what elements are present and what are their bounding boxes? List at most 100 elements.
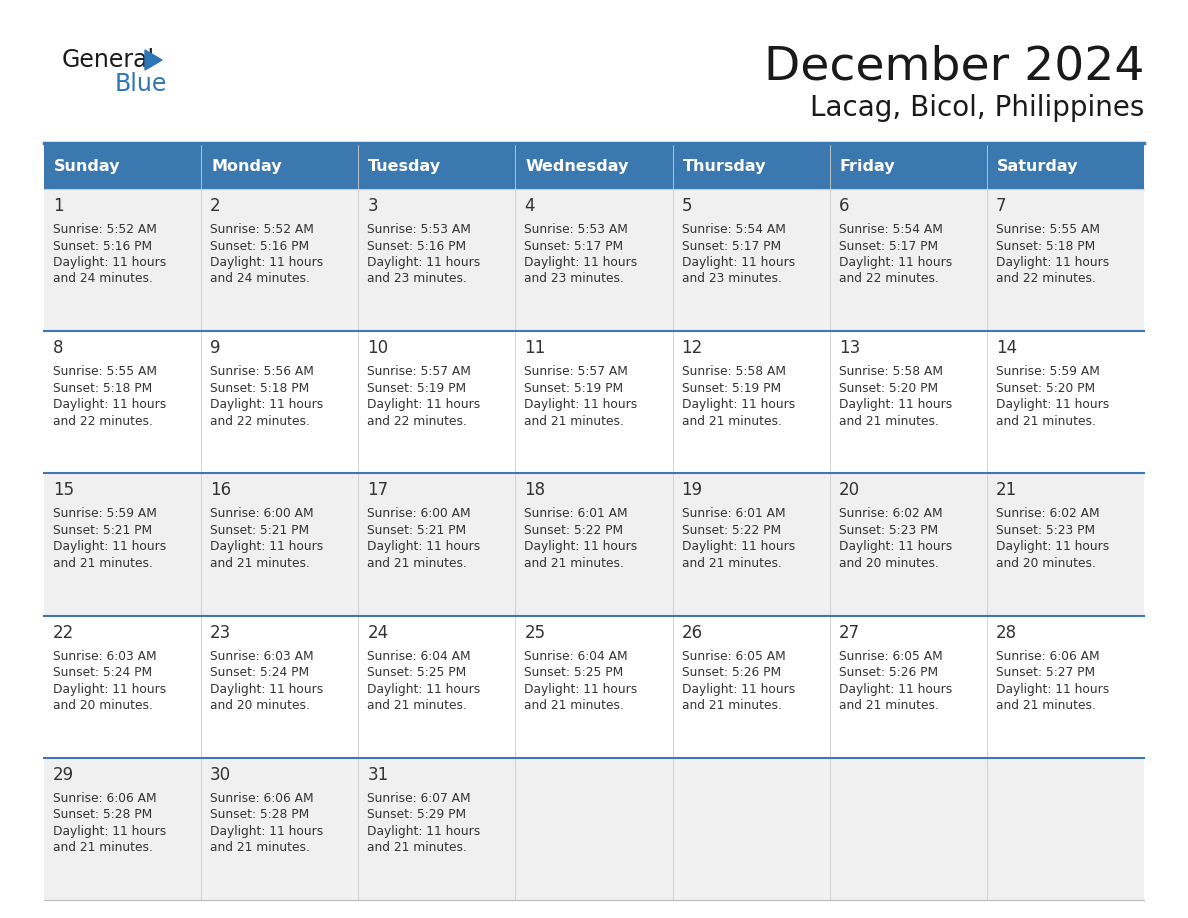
Text: Sunset: 5:24 PM: Sunset: 5:24 PM — [53, 666, 152, 679]
Text: Sunrise: 6:01 AM: Sunrise: 6:01 AM — [524, 508, 628, 521]
Text: and 21 minutes.: and 21 minutes. — [367, 557, 467, 570]
Text: Sunrise: 6:05 AM: Sunrise: 6:05 AM — [839, 650, 942, 663]
Text: Sunrise: 5:55 AM: Sunrise: 5:55 AM — [53, 365, 157, 378]
Text: Sunset: 5:25 PM: Sunset: 5:25 PM — [367, 666, 467, 679]
Text: Daylight: 11 hours: Daylight: 11 hours — [996, 683, 1110, 696]
Text: Daylight: 11 hours: Daylight: 11 hours — [210, 256, 323, 269]
Text: 4: 4 — [524, 197, 535, 215]
Text: Tuesday: Tuesday — [368, 159, 442, 174]
Text: Sunrise: 5:52 AM: Sunrise: 5:52 AM — [53, 223, 157, 236]
Bar — [672, 143, 829, 189]
Text: 9: 9 — [210, 339, 221, 357]
Text: Daylight: 11 hours: Daylight: 11 hours — [53, 398, 166, 411]
Text: Sunrise: 5:59 AM: Sunrise: 5:59 AM — [996, 365, 1100, 378]
Text: Daylight: 11 hours: Daylight: 11 hours — [996, 541, 1110, 554]
Text: December 2024: December 2024 — [764, 44, 1144, 89]
Text: Wednesday: Wednesday — [525, 159, 628, 174]
Text: 28: 28 — [996, 623, 1017, 642]
Text: 3: 3 — [367, 197, 378, 215]
Text: 7: 7 — [996, 197, 1006, 215]
Text: and 21 minutes.: and 21 minutes. — [682, 700, 782, 712]
Text: Daylight: 11 hours: Daylight: 11 hours — [53, 541, 166, 554]
Text: 1: 1 — [53, 197, 64, 215]
Text: and 21 minutes.: and 21 minutes. — [367, 841, 467, 855]
Text: and 21 minutes.: and 21 minutes. — [996, 700, 1095, 712]
Text: 25: 25 — [524, 623, 545, 642]
Text: Sunrise: 5:58 AM: Sunrise: 5:58 AM — [839, 365, 943, 378]
Text: and 20 minutes.: and 20 minutes. — [53, 700, 153, 712]
Text: 20: 20 — [839, 481, 860, 499]
Text: Sunset: 5:17 PM: Sunset: 5:17 PM — [524, 240, 624, 252]
Text: and 20 minutes.: and 20 minutes. — [839, 557, 939, 570]
Text: 15: 15 — [53, 481, 74, 499]
Text: Sunrise: 6:04 AM: Sunrise: 6:04 AM — [367, 650, 470, 663]
Text: Daylight: 11 hours: Daylight: 11 hours — [839, 541, 952, 554]
Text: Daylight: 11 hours: Daylight: 11 hours — [524, 541, 638, 554]
Text: and 23 minutes.: and 23 minutes. — [524, 273, 625, 285]
Text: Sunrise: 6:02 AM: Sunrise: 6:02 AM — [996, 508, 1099, 521]
Text: Sunrise: 6:03 AM: Sunrise: 6:03 AM — [210, 650, 314, 663]
Text: Daylight: 11 hours: Daylight: 11 hours — [996, 398, 1110, 411]
Text: Sunrise: 6:02 AM: Sunrise: 6:02 AM — [839, 508, 942, 521]
Text: 31: 31 — [367, 766, 388, 784]
Text: 21: 21 — [996, 481, 1017, 499]
Text: Sunrise: 6:04 AM: Sunrise: 6:04 AM — [524, 650, 628, 663]
Text: Sunrise: 6:07 AM: Sunrise: 6:07 AM — [367, 792, 470, 805]
Text: Daylight: 11 hours: Daylight: 11 hours — [210, 398, 323, 411]
Bar — [44, 189, 1144, 331]
Text: Sunrise: 5:53 AM: Sunrise: 5:53 AM — [367, 223, 472, 236]
Text: and 22 minutes.: and 22 minutes. — [839, 273, 939, 285]
Text: and 21 minutes.: and 21 minutes. — [367, 700, 467, 712]
Text: and 24 minutes.: and 24 minutes. — [210, 273, 310, 285]
Text: Sunset: 5:20 PM: Sunset: 5:20 PM — [996, 382, 1095, 395]
Text: Sunset: 5:22 PM: Sunset: 5:22 PM — [682, 524, 781, 537]
Text: Sunset: 5:28 PM: Sunset: 5:28 PM — [53, 809, 152, 822]
Text: and 21 minutes.: and 21 minutes. — [210, 557, 310, 570]
Bar — [829, 143, 987, 189]
Bar — [44, 616, 1144, 757]
Text: Sunrise: 5:53 AM: Sunrise: 5:53 AM — [524, 223, 628, 236]
Text: 5: 5 — [682, 197, 693, 215]
Text: Sunrise: 5:57 AM: Sunrise: 5:57 AM — [524, 365, 628, 378]
Text: Daylight: 11 hours: Daylight: 11 hours — [53, 683, 166, 696]
Text: 6: 6 — [839, 197, 849, 215]
Text: 17: 17 — [367, 481, 388, 499]
Text: 13: 13 — [839, 339, 860, 357]
Text: Daylight: 11 hours: Daylight: 11 hours — [682, 683, 795, 696]
Text: and 23 minutes.: and 23 minutes. — [682, 273, 782, 285]
Text: 30: 30 — [210, 766, 232, 784]
Bar — [44, 143, 201, 189]
Text: Daylight: 11 hours: Daylight: 11 hours — [53, 824, 166, 838]
Text: and 21 minutes.: and 21 minutes. — [53, 841, 153, 855]
Bar — [44, 331, 1144, 474]
Text: and 20 minutes.: and 20 minutes. — [996, 557, 1095, 570]
Text: Sunset: 5:16 PM: Sunset: 5:16 PM — [210, 240, 309, 252]
Text: Sunrise: 6:00 AM: Sunrise: 6:00 AM — [210, 508, 314, 521]
Text: Daylight: 11 hours: Daylight: 11 hours — [53, 256, 166, 269]
Text: 11: 11 — [524, 339, 545, 357]
Text: Sunset: 5:19 PM: Sunset: 5:19 PM — [682, 382, 781, 395]
Text: Daylight: 11 hours: Daylight: 11 hours — [839, 398, 952, 411]
Text: 18: 18 — [524, 481, 545, 499]
Text: 16: 16 — [210, 481, 232, 499]
Text: Monday: Monday — [211, 159, 282, 174]
Text: Sunset: 5:27 PM: Sunset: 5:27 PM — [996, 666, 1095, 679]
Text: Daylight: 11 hours: Daylight: 11 hours — [210, 824, 323, 838]
Text: and 21 minutes.: and 21 minutes. — [839, 415, 939, 428]
Text: Sunset: 5:19 PM: Sunset: 5:19 PM — [524, 382, 624, 395]
Text: Blue: Blue — [115, 72, 168, 96]
Text: and 21 minutes.: and 21 minutes. — [682, 415, 782, 428]
Text: Sunset: 5:26 PM: Sunset: 5:26 PM — [682, 666, 781, 679]
Text: Sunset: 5:18 PM: Sunset: 5:18 PM — [53, 382, 152, 395]
Text: Sunset: 5:21 PM: Sunset: 5:21 PM — [53, 524, 152, 537]
Text: Sunday: Sunday — [53, 159, 120, 174]
Text: Sunset: 5:26 PM: Sunset: 5:26 PM — [839, 666, 937, 679]
Text: Sunset: 5:17 PM: Sunset: 5:17 PM — [682, 240, 781, 252]
Text: Sunrise: 5:58 AM: Sunrise: 5:58 AM — [682, 365, 785, 378]
Text: 10: 10 — [367, 339, 388, 357]
Text: Sunrise: 6:00 AM: Sunrise: 6:00 AM — [367, 508, 470, 521]
Text: and 21 minutes.: and 21 minutes. — [682, 557, 782, 570]
Bar — [359, 143, 516, 189]
Text: Daylight: 11 hours: Daylight: 11 hours — [524, 256, 638, 269]
Text: Daylight: 11 hours: Daylight: 11 hours — [682, 256, 795, 269]
